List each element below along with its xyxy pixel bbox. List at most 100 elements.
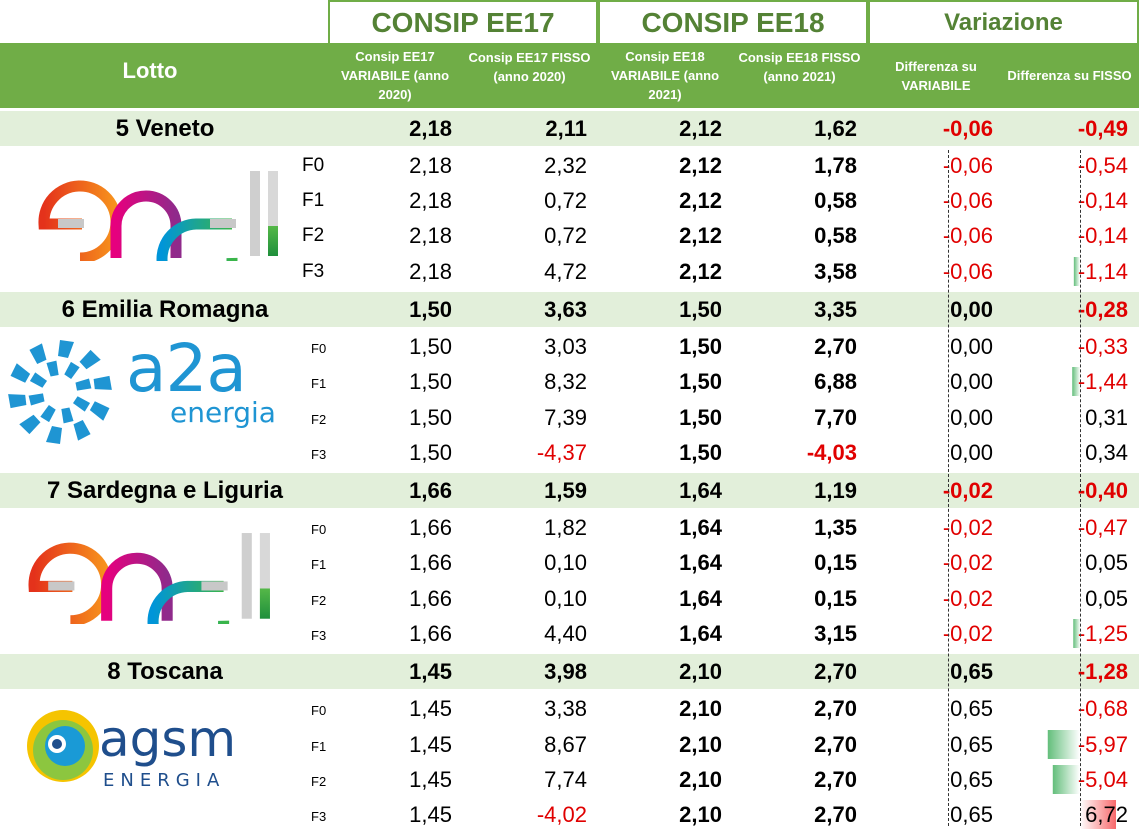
band-row: F1 1,66 0,10 1,64 0,15 -0,02 0,05: [0, 545, 1139, 580]
cell-ee18-variabile: 2,12: [679, 188, 722, 214]
cell-ee17-variabile: 1,45: [409, 766, 452, 792]
a2a-wordmark: a2a: [126, 330, 247, 408]
band-label: F1: [311, 738, 327, 754]
total-ee18-fisso: 2,70: [814, 659, 857, 685]
a2a-sun-icon: [0, 332, 120, 453]
cell-ee17-fisso: 4,40: [544, 620, 587, 646]
cell-ee18-fisso: 2,70: [814, 334, 857, 360]
cell-diff-variabile: 0,00: [950, 369, 993, 395]
cell-ee18-variabile: 2,12: [679, 258, 722, 284]
a2a-subtitle: energia: [170, 396, 276, 430]
total-ee18-variabile: 2,10: [679, 659, 722, 685]
cell-ee17-fisso: 8,67: [544, 731, 587, 757]
data-bar: [1073, 256, 1080, 286]
cell-ee18-fisso: 6,88: [814, 369, 857, 395]
cell-ee17-variabile: 1,45: [409, 731, 452, 757]
cell-diff-fisso: 0,05: [1085, 550, 1128, 576]
cell-diff-fisso: 0,34: [1085, 439, 1128, 465]
band-row: F3 1,66 4,40 1,64 3,15 -0,02 -1,25: [0, 616, 1139, 651]
cell-ee18-fisso: 3,58: [814, 258, 857, 284]
cell-ee17-variabile: 1,45: [409, 801, 452, 827]
total-ee18-fisso: 1,62: [814, 116, 857, 141]
cell-ee18-variabile: 1,50: [679, 369, 722, 395]
header-lotto: Lotto: [122, 58, 178, 83]
band-label: F0: [311, 703, 327, 719]
band-row: F0 2,18 2,32 2,12 1,78 -0,06 -0,54: [0, 148, 1139, 183]
cell-ee17-variabile: 1,50: [409, 439, 452, 465]
cell-diff-fisso: -5,04: [1077, 766, 1128, 792]
cell-diff-variabile: -0,06: [942, 223, 993, 249]
band-label: F2: [302, 225, 325, 247]
cell-diff-fisso: -1,25: [1077, 620, 1128, 646]
cell-ee17-variabile: 2,18: [409, 258, 452, 284]
cell-ee17-fisso: 7,74: [544, 766, 587, 792]
cell-ee17-variabile: 1,66: [409, 550, 452, 576]
total-diff-fisso: -0,40: [1077, 478, 1128, 504]
band-label: F2: [311, 411, 327, 427]
data-bar-axis: [948, 150, 949, 826]
cell-diff-variabile: 0,00: [950, 404, 993, 430]
cell-ee18-variabile: 1,50: [679, 404, 722, 430]
a2a-energia-logo: a2a energia: [0, 330, 290, 453]
cell-diff-variabile: -0,06: [942, 188, 993, 214]
total-ee17-variabile: 1,66: [409, 478, 452, 504]
cell-ee17-fisso: -4,02: [536, 801, 587, 827]
lotto-row: 6 Emilia Romagna 1,50 3,63 1,50 3,35 0,00 -0,2…: [0, 292, 1139, 328]
header-group-ee17: CONSIP EE17: [328, 0, 598, 43]
band-row: F2 1,50 7,39 1,50 7,70 0,00 0,31: [0, 400, 1139, 435]
cell-ee18-fisso: 2,70: [814, 801, 857, 827]
cell-diff-fisso: -1,14: [1077, 258, 1128, 284]
cell-ee18-fisso: 2,70: [814, 696, 857, 722]
cell-ee17-fisso: 7,39: [544, 404, 587, 430]
cell-diff-variabile: 0,65: [950, 731, 993, 757]
cell-ee18-variabile: 2,10: [679, 696, 722, 722]
cell-diff-fisso: -0,68: [1077, 696, 1128, 722]
band-label: F0: [302, 155, 325, 176]
cell-ee18-variabile: 1,50: [679, 334, 722, 360]
cell-ee18-fisso: 0,15: [814, 550, 857, 576]
cell-diff-variabile: -0,06: [942, 153, 993, 178]
band-row: F0 1,50 3,03 1,50 2,70 0,00 -0,33: [0, 329, 1139, 364]
agsm-circle-icon: [27, 710, 99, 783]
band-label: F1: [302, 190, 325, 212]
band-label: F2: [311, 773, 327, 789]
cell-diff-fisso: -0,14: [1077, 188, 1128, 214]
agsm-subtitle: ENERGIA: [103, 770, 226, 792]
cell-diff-variabile: 0,00: [950, 439, 993, 465]
cell-ee18-variabile: 1,64: [679, 515, 722, 541]
cell-ee17-fisso: 4,72: [544, 258, 587, 284]
total-diff-variabile: 0,00: [950, 297, 993, 323]
band-label: F1: [311, 376, 327, 392]
cell-diff-variabile: -0,02: [942, 585, 993, 611]
cell-diff-variabile: -0,02: [942, 550, 993, 576]
cell-ee17-variabile: 2,18: [409, 153, 452, 178]
total-ee18-variabile: 2,12: [679, 116, 722, 141]
band-label: F3: [302, 260, 325, 282]
band-label: F0: [311, 522, 327, 538]
cell-diff-variabile: 0,65: [950, 766, 993, 792]
data-bar: [1072, 367, 1080, 397]
total-ee17-variabile: 1,45: [409, 659, 452, 685]
band-label: F3: [311, 446, 327, 462]
cell-diff-fisso: 0,05: [1085, 585, 1128, 611]
cell-ee17-variabile: 1,50: [409, 404, 452, 430]
cell-diff-fisso: -0,54: [1077, 153, 1128, 178]
cell-ee17-fisso: 3,38: [544, 696, 587, 722]
total-ee18-fisso: 1,19: [814, 478, 857, 504]
cell-diff-fisso: 6,72: [1085, 801, 1128, 827]
total-ee18-fisso: 3,35: [814, 297, 857, 323]
cell-ee18-variabile: 2,10: [679, 731, 722, 757]
data-bar: [1052, 764, 1080, 794]
total-ee17-fisso: 1,59: [544, 478, 587, 504]
cell-ee17-variabile: 1,50: [409, 369, 452, 395]
cell-diff-variabile: 0,00: [950, 334, 993, 360]
cell-ee17-variabile: 1,66: [409, 585, 452, 611]
cell-ee17-fisso: 0,10: [544, 585, 587, 611]
cell-ee17-fisso: 0,72: [544, 188, 587, 214]
cell-diff-fisso: -0,14: [1077, 223, 1128, 249]
cell-diff-fisso: -0,33: [1077, 334, 1128, 360]
cell-ee17-variabile: 1,50: [409, 334, 452, 360]
lotto-row: 5 Veneto 2,18 2,11 2,12 1,62 -0,06 -0,49: [0, 111, 1139, 146]
band-label: F3: [311, 627, 327, 643]
cell-ee17-fisso: -4,37: [536, 439, 587, 465]
